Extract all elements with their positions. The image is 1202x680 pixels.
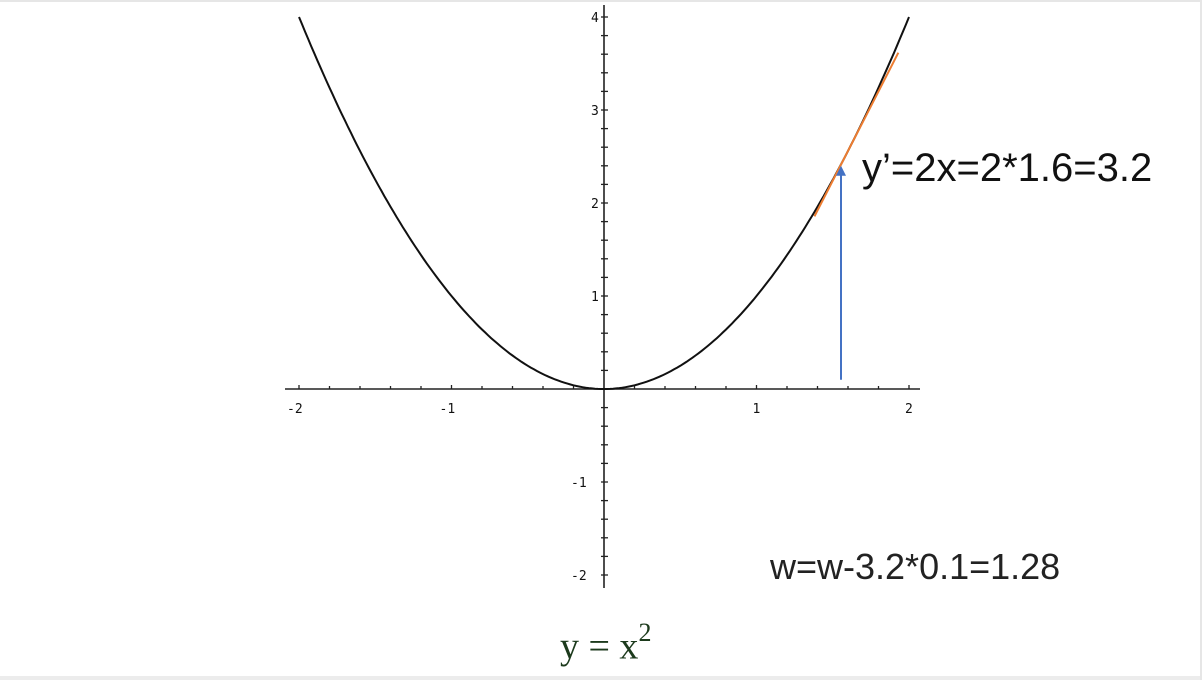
slide-right-border — [1200, 0, 1202, 680]
y-tick-label: 2 — [591, 197, 599, 212]
y-tick-label: 4 — [591, 11, 599, 26]
y-tick-label: -2 — [571, 569, 587, 584]
y-tick-label: 3 — [591, 104, 599, 119]
slide-top-border — [0, 0, 1202, 2]
parabola-curve — [298, 16, 910, 390]
y-tick-label: -1 — [571, 476, 587, 491]
caption-exponent: 2 — [638, 618, 652, 647]
tangent-line — [813, 52, 900, 217]
x-tick-label: 2 — [905, 402, 913, 417]
x-tick-label: 1 — [753, 402, 761, 417]
x-tick-label: -1 — [440, 402, 456, 417]
caption-base: y = x — [560, 625, 639, 668]
derivative-annotation: y’=2x=2*1.6=3.2 — [862, 146, 1153, 190]
function-caption: y = x2 — [560, 618, 651, 669]
gradient-arrow-head-icon — [836, 165, 846, 176]
slide-bottom-border — [0, 676, 1202, 680]
weight-update-annotation: w=w-3.2*0.1=1.28 — [770, 546, 1061, 587]
x-tick-label: -2 — [287, 402, 303, 417]
y-tick-label: 1 — [591, 290, 599, 305]
